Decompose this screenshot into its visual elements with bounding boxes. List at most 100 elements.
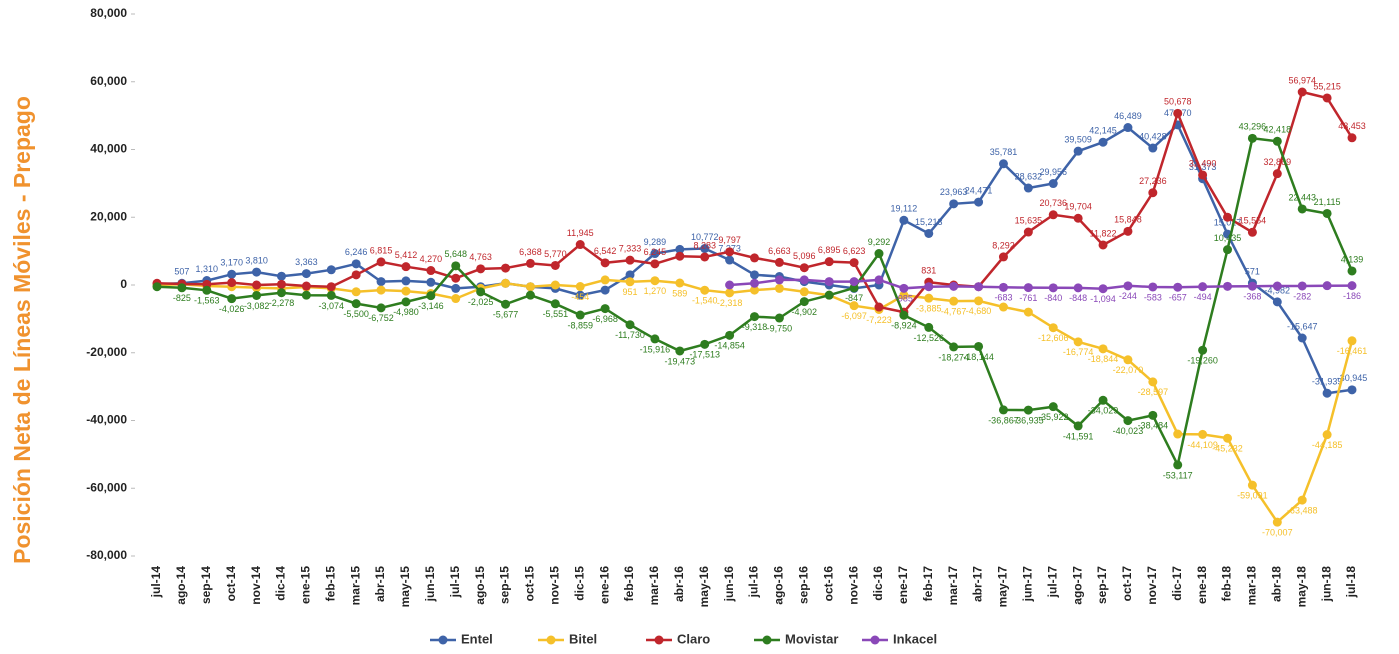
data-label: -825 — [173, 293, 191, 303]
x-tick-label: jul-15 — [448, 566, 462, 599]
data-point — [949, 281, 959, 291]
data-label: -4,026 — [219, 304, 245, 314]
x-tick-label: jul-16 — [747, 566, 761, 599]
data-label: -9,750 — [767, 323, 793, 333]
data-point — [1048, 210, 1058, 220]
data-point — [1272, 281, 1282, 291]
data-point — [1297, 87, 1307, 97]
x-tick-label: nov-15 — [548, 566, 562, 605]
data-point — [451, 261, 461, 271]
data-label: -583 — [1144, 292, 1162, 302]
data-point — [351, 287, 361, 297]
data-point — [1123, 226, 1133, 236]
data-label: -11,730 — [615, 330, 645, 340]
data-label: -2,025 — [468, 297, 494, 307]
x-tick-label: feb-17 — [921, 566, 935, 602]
data-point — [849, 258, 859, 268]
x-tick-label: oct-15 — [523, 566, 537, 602]
data-label: 507 — [174, 267, 189, 277]
data-point — [949, 342, 959, 352]
data-point — [625, 270, 635, 280]
data-label: -683 — [994, 293, 1012, 303]
data-label: 8,283 — [693, 240, 716, 250]
data-point — [1148, 377, 1158, 387]
data-label: -985 — [895, 294, 913, 304]
data-point — [974, 341, 984, 351]
legend-marker — [870, 635, 880, 645]
data-label: -17,513 — [689, 350, 720, 360]
data-point — [575, 282, 585, 292]
data-point — [476, 264, 486, 274]
x-tick-label: oct-16 — [821, 566, 835, 602]
data-point — [376, 257, 386, 267]
data-point — [625, 320, 635, 330]
data-point — [1123, 416, 1133, 426]
data-point — [750, 285, 759, 295]
data-label: -6,968 — [592, 314, 618, 324]
data-point — [1297, 204, 1307, 214]
y-tick-label: -20,000 — [86, 345, 127, 359]
data-point — [501, 263, 511, 273]
data-point — [351, 259, 361, 269]
y-tick-label: 0 — [120, 277, 127, 291]
x-tick-label: jun-15 — [423, 566, 437, 603]
y-tick-label: 20,000 — [90, 209, 127, 223]
data-point — [1322, 388, 1332, 398]
data-point — [675, 244, 685, 254]
data-label: -7,223 — [866, 315, 892, 325]
data-label: -9,318 — [742, 322, 768, 332]
data-point — [525, 282, 535, 292]
data-label: -4,980 — [393, 307, 419, 317]
x-tick-label: nov-14 — [249, 566, 263, 605]
data-label: 6,895 — [818, 245, 841, 255]
data-point — [1048, 283, 1058, 293]
legend-label: Bitel — [569, 631, 597, 646]
data-point — [1198, 282, 1208, 292]
data-label: 589 — [672, 288, 687, 298]
data-point — [1048, 179, 1058, 189]
data-point — [252, 280, 262, 290]
data-label: 6,368 — [519, 247, 542, 257]
data-point — [650, 276, 660, 286]
data-point — [401, 262, 411, 272]
data-label: 4,763 — [469, 252, 492, 262]
x-tick-label: sep-14 — [199, 566, 213, 604]
data-point — [750, 270, 759, 280]
data-point — [276, 279, 286, 289]
data-point — [326, 290, 336, 300]
data-label: -8,859 — [567, 320, 593, 330]
data-point — [725, 330, 735, 340]
data-point — [1347, 266, 1357, 276]
x-tick-label: abr-18 — [1269, 566, 1283, 602]
data-label: 27,236 — [1139, 176, 1167, 186]
data-point — [700, 339, 710, 349]
x-tick-label: ago-17 — [1070, 566, 1084, 605]
data-label: 951 — [623, 287, 638, 297]
y-tick-label: -60,000 — [86, 480, 127, 494]
data-point — [1148, 282, 1158, 292]
data-label: -12,606 — [1038, 333, 1069, 343]
data-point — [1347, 385, 1357, 395]
data-label: -454 — [571, 292, 589, 302]
data-label: 22,443 — [1288, 192, 1316, 202]
data-label: 5,412 — [395, 250, 418, 260]
data-label: 19,112 — [890, 204, 917, 214]
data-point — [152, 282, 162, 292]
data-point — [177, 283, 187, 293]
x-tick-label: may-16 — [697, 566, 711, 608]
data-point — [799, 263, 809, 273]
data-label: -657 — [1169, 293, 1187, 303]
data-label: -44,109 — [1187, 440, 1218, 450]
data-label: 20,736 — [1039, 198, 1067, 208]
data-label: 43,453 — [1338, 121, 1366, 131]
legend-label: Entel — [461, 631, 493, 646]
data-point — [1247, 133, 1257, 143]
data-point — [1247, 227, 1257, 237]
data-label: 6,245 — [644, 247, 667, 257]
data-point — [1173, 460, 1183, 470]
data-label: 32,869 — [1264, 157, 1292, 167]
data-point — [252, 290, 262, 300]
data-point — [675, 278, 685, 288]
data-label: 28,632 — [1015, 171, 1043, 181]
data-label: -70,007 — [1262, 528, 1293, 538]
